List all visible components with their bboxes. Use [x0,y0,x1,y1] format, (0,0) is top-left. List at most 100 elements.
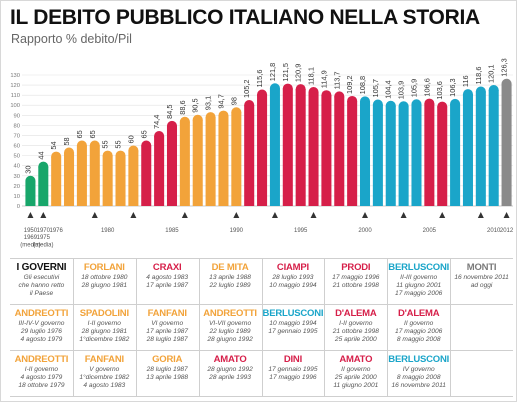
government-name: ANDREOTTI [14,308,69,319]
chart-title: IL DEBITO PUBBLICO ITALIANO NELLA STORIA [10,6,480,29]
government-name: ANDREOTTI [203,308,257,319]
bar [244,105,255,206]
bar-cap [450,98,461,109]
y-tick-label: 120 [10,83,20,89]
bar [321,95,332,206]
government-detail: V governo [89,366,120,373]
government-detail: 17 gennaio 1995 [268,366,318,373]
column-divider [198,258,200,396]
timeline-marker [91,212,98,218]
government-name: PRODI [341,262,371,273]
government-cell: DE MITA 13 aprile 1988 22 luglio 1989 [199,262,262,302]
bar-cap [244,99,255,111]
y-tick-label: 10 [14,194,20,200]
government-detail: IV governo [402,366,435,373]
data-label: 60 [126,135,135,143]
government-name: SPADOLINI [79,308,129,319]
table-header-cell: I GOVERNI Gli esecutivi che hanno retto il … [10,262,73,302]
x-tick-label: 1976 [49,228,63,234]
government-detail: I-II governo [339,320,373,327]
government-cell: FANFANI VI governo 17 aprile 1987 28 luglio… [136,308,199,348]
government-cell: AMATO 28 giugno 1992 28 aprile 1993 [199,354,262,394]
data-label: 55 [114,140,123,148]
government-detail: 18 ottobre 1979 [18,382,65,390]
bar-cap [308,86,319,98]
government-detail: 17 aprile 1987 [146,328,189,336]
government-detail: ad oggi [470,282,493,290]
bar [51,156,62,206]
data-label: 105,7 [371,79,380,98]
x-tick-label: 1975 [37,235,51,241]
y-tick-label: 130 [10,73,20,79]
data-label: 65 [139,130,148,138]
bar [128,150,139,206]
bar [115,155,126,206]
data-label: 105,9 [409,79,418,98]
government-name: I GOVERNI [16,262,67,273]
data-label: 103,9 [397,81,406,100]
column-divider [261,258,263,396]
y-tick-label: 70 [14,133,20,139]
data-label: 108,8 [358,76,367,95]
government-detail: 21 ottobre 1998 [332,328,379,336]
bar [76,145,87,206]
government-detail: 4 agosto 1979 [20,374,63,382]
government-detail: 17 maggio 1996 [269,374,317,382]
bar [462,94,473,206]
bar [231,112,242,206]
bar-cap [166,120,178,131]
x-tick-label: 1995 [294,228,308,234]
government-name: FORLANI [83,262,125,273]
y-tick-label: 90 [14,113,20,119]
data-label: 109,2 [345,75,354,94]
bar [25,180,36,206]
column-divider [135,258,137,396]
government-cell: AMATO II governo 25 aprile 2000 11 giugno 2… [324,354,387,394]
government-detail: 1°dicembre 1982 [79,374,130,382]
x-tick-label: 2005 [423,228,437,234]
bar-cap [347,95,358,106]
data-label: 121,5 [281,63,290,82]
timeline-marker [271,212,278,218]
bar-cap [192,114,203,125]
government-detail: I-II governo [87,320,121,327]
timeline-marker [477,212,484,218]
government-name: DE MITA [211,262,249,273]
data-label: 121,8 [268,63,277,82]
government-cell: ANDREOTTI III-IV-V governo 29 luglio 1976 4… [10,308,73,348]
government-detail: 28 giugno 1981 [81,328,128,336]
bar-cap [411,99,422,110]
bar [257,94,268,206]
government-detail: 4 agosto 1979 [20,336,63,344]
data-label: 106,3 [448,78,457,97]
data-label: 118,6 [474,67,483,85]
bar-cap [321,90,332,101]
bar-cap [462,89,473,100]
bar [501,83,512,206]
y-tick-label: 110 [11,93,20,99]
bar [154,136,165,206]
bar [411,104,422,206]
x-tick-label: 1980 [101,228,115,234]
bar-cap [424,98,435,109]
government-detail: 28 giugno 1981 [81,282,128,290]
government-cell: BERLUSCONI 10 maggio 1994 17 gennaio 1995 [262,308,325,348]
government-detail: 4 agosto 1983 [146,274,189,281]
column-divider [324,258,326,396]
data-label: 94,7 [216,94,225,108]
bar [166,125,178,206]
government-cell: CIAMPI 28 luglio 1993 10 maggio 1994 [262,262,325,302]
government-name: AMATO [213,354,247,365]
government-detail: 22 luglio 1989 [209,282,251,290]
government-detail: 1°dicembre 1982 [79,336,130,344]
x-tick-label: 2010 [487,228,501,234]
government-detail: 28 luglio 1987 [146,336,188,344]
timeline-marker [233,212,240,218]
x-tick-label: 2012 [500,228,514,234]
bar [385,105,396,206]
x-tick-label: 1990 [230,228,244,234]
government-cell: D'ALEMA I-II governo 21 ottobre 1998 25 apr… [324,308,387,348]
bar-cap [64,147,75,158]
government-detail: 18 ottobre 1980 [81,274,128,281]
bar [282,88,293,206]
